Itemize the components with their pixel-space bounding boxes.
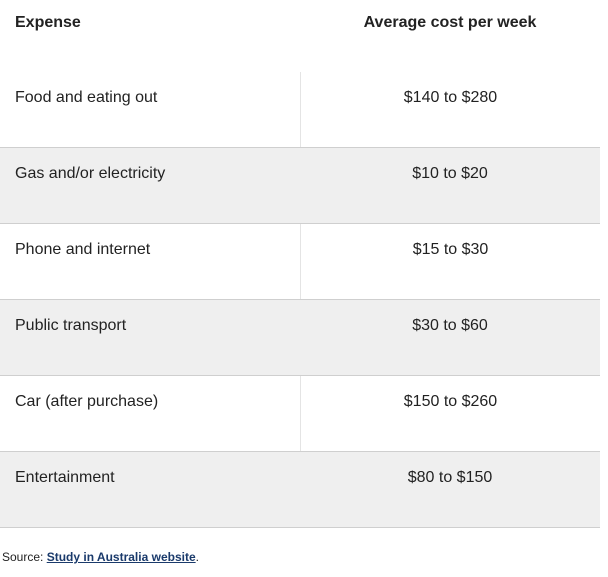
cost-cell: $150 to $260 <box>300 376 600 451</box>
table-row: Public transport $30 to $60 <box>0 300 600 376</box>
source-prefix: Source: <box>2 550 47 564</box>
source-link[interactable]: Study in Australia website <box>46 550 196 564</box>
cost-cell: $30 to $60 <box>412 317 488 334</box>
table-row: Phone and internet $15 to $30 <box>0 224 600 300</box>
cost-cell: $10 to $20 <box>412 165 488 182</box>
expense-cell: Entertainment <box>15 469 115 486</box>
source-suffix: . <box>195 550 199 564</box>
expense-table: Expense Average cost per week Food and e… <box>0 0 600 528</box>
cost-cell: $140 to $280 <box>300 72 600 147</box>
expense-cell: Gas and/or electricity <box>15 165 166 182</box>
table-row: Food and eating out $140 to $280 <box>0 72 600 148</box>
cost-cell: $15 to $30 <box>300 224 600 299</box>
expense-cell: Car (after purchase) <box>15 393 159 410</box>
source-note: Source: Study in Australia website. <box>2 550 199 564</box>
header-average-cost: Average cost per week <box>363 14 537 31</box>
expense-cell: Phone and internet <box>15 241 151 258</box>
expense-cell: Food and eating out <box>15 89 158 106</box>
table-header-row: Expense Average cost per week <box>0 0 600 48</box>
expense-cell: Public transport <box>15 317 127 334</box>
table-row: Car (after purchase) $150 to $260 <box>0 376 600 452</box>
table-row: Gas and/or electricity $10 to $20 <box>0 148 600 224</box>
cost-cell: $80 to $150 <box>407 469 493 486</box>
header-expense: Expense <box>15 14 81 31</box>
table-row: Entertainment $80 to $150 <box>0 452 600 528</box>
